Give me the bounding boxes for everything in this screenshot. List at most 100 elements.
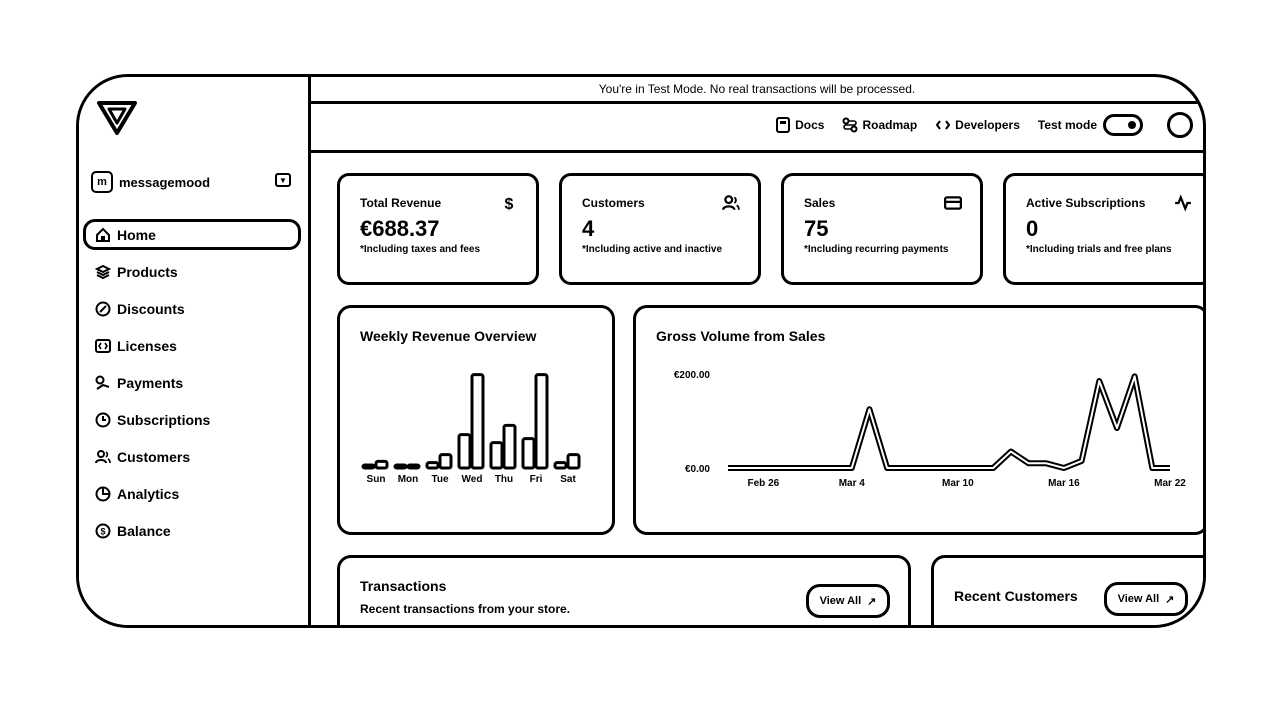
users-icon bbox=[94, 448, 112, 466]
developers-label: Developers bbox=[955, 118, 1020, 132]
sidebar-item-label: Analytics bbox=[117, 485, 180, 502]
sidebar-item-label: Home bbox=[117, 226, 156, 243]
view-all-label: View All bbox=[819, 595, 862, 607]
stat-value: 75 bbox=[804, 216, 829, 241]
stat-note: *Including active and inactive bbox=[582, 244, 723, 255]
route-icon bbox=[842, 117, 858, 133]
bar-fri-0 bbox=[521, 437, 536, 470]
sidebar-item-discounts[interactable]: Discounts bbox=[83, 293, 301, 324]
chevron-down-icon[interactable]: ▼ bbox=[275, 173, 291, 187]
bar-mon-0 bbox=[393, 463, 408, 470]
weekly-revenue-panel: Weekly Revenue Overview Sun Mon Tue Wed Thu F… bbox=[337, 305, 615, 535]
org-name: messagemood bbox=[119, 174, 211, 190]
stat-note: *Including trials and free plans bbox=[1026, 244, 1172, 255]
org-avatar: m bbox=[91, 171, 113, 193]
roadmap-label: Roadmap bbox=[862, 118, 918, 132]
gross-volume-chart: €200.00 €0.00 Feb 26 Mar 4 Mar 10 Mar 16 Mar 2… bbox=[674, 370, 1186, 489]
sidebar-item-licenses[interactable]: Licenses bbox=[83, 330, 301, 361]
dollar-icon: $ bbox=[505, 196, 514, 212]
recent-customers-view-all-button[interactable]: View All ↗ bbox=[1104, 582, 1188, 616]
app-window: m messagemood ▼ Home Products Discounts … bbox=[76, 74, 1206, 628]
percent-badge-icon bbox=[94, 300, 112, 318]
stat-label: Total Revenue bbox=[360, 196, 442, 210]
bar-sun-0 bbox=[361, 463, 376, 470]
bar-thu-0 bbox=[489, 441, 504, 470]
bar-sun-1 bbox=[374, 459, 389, 470]
test-mode-label: Test mode bbox=[1037, 118, 1097, 132]
x-tick-label: Mar 22 bbox=[1154, 478, 1186, 489]
bar-wed-0 bbox=[457, 433, 472, 470]
bar-wed-1 bbox=[470, 373, 485, 470]
y-tick-label: €200.00 bbox=[674, 370, 711, 381]
panel-title: Transactions bbox=[360, 578, 447, 594]
x-tick-label: Sat bbox=[560, 474, 576, 485]
stat-label: Active Subscriptions bbox=[1026, 196, 1146, 210]
bar-sat-0 bbox=[553, 461, 568, 470]
stat-card-total-revenue: Total Revenue $ €688.37 *Including taxes… bbox=[337, 173, 539, 285]
bar-thu-1 bbox=[502, 423, 517, 470]
docs-label: Docs bbox=[795, 118, 825, 132]
x-tick-label: Thu bbox=[495, 474, 513, 485]
x-tick-label: Sun bbox=[367, 474, 386, 485]
x-tick-label: Fri bbox=[530, 474, 543, 485]
panel-title: Weekly Revenue Overview bbox=[360, 328, 537, 344]
stat-note: *Including recurring payments bbox=[804, 244, 949, 255]
sidebar-item-label: Products bbox=[117, 263, 178, 280]
x-tick-label: Tue bbox=[431, 474, 448, 485]
x-tick-label: Mar 10 bbox=[942, 478, 974, 489]
arrow-up-right-icon: ↗ bbox=[867, 595, 877, 608]
users-icon bbox=[722, 195, 740, 211]
clock-icon bbox=[94, 411, 112, 429]
arrow-up-right-icon: ↗ bbox=[1165, 593, 1175, 606]
y-tick-label: €0.00 bbox=[685, 464, 710, 475]
x-tick-label: Mar 16 bbox=[1048, 478, 1080, 489]
sidebar-item-label: Subscriptions bbox=[117, 411, 211, 428]
card-icon bbox=[944, 196, 962, 210]
stat-card-sales: Sales 75 *Including recurring payments bbox=[781, 173, 983, 285]
dollar-circle-icon: $ bbox=[94, 522, 112, 540]
sidebar-item-customers[interactable]: Customers bbox=[83, 441, 301, 472]
code-icon bbox=[94, 337, 112, 355]
developers-link[interactable]: Developers bbox=[935, 117, 1020, 133]
gross-volume-panel: Gross Volume from Sales €200.00 €0.00 Feb … bbox=[633, 305, 1203, 535]
pie-chart-icon bbox=[94, 485, 112, 503]
layers-icon bbox=[94, 263, 112, 281]
sidebar-item-products[interactable]: Products bbox=[83, 256, 301, 287]
top-nav: Docs Roadmap Developers Test mode bbox=[311, 104, 1203, 153]
svg-text:$: $ bbox=[505, 196, 514, 212]
stat-card-customers: Customers 4 *Including active and inacti… bbox=[559, 173, 761, 285]
stat-note: *Including taxes and fees bbox=[360, 244, 481, 255]
transactions-view-all-button[interactable]: View All ↗ bbox=[806, 584, 890, 618]
home-icon bbox=[94, 226, 112, 244]
sidebar-item-payments[interactable]: Payments bbox=[83, 367, 301, 398]
bar-tue-1 bbox=[438, 453, 453, 470]
main-content: You're in Test Mode. No real transaction… bbox=[311, 77, 1203, 625]
sidebar-item-analytics[interactable]: Analytics bbox=[83, 478, 301, 509]
payments-icon bbox=[94, 374, 112, 392]
view-all-label: View All bbox=[1117, 593, 1160, 605]
logo-icon[interactable] bbox=[95, 97, 139, 137]
sidebar-item-subscriptions[interactable]: Subscriptions bbox=[83, 404, 301, 435]
roadmap-link[interactable]: Roadmap bbox=[842, 117, 917, 133]
stat-label: Sales bbox=[804, 196, 836, 210]
transactions-panel: Transactions Recent transactions from yo… bbox=[337, 555, 911, 625]
weekly-revenue-chart: Sun Mon Tue Wed Thu Fri Sat bbox=[361, 373, 581, 485]
stat-value: €688.37 bbox=[360, 216, 440, 241]
x-tick-label: Mar 4 bbox=[839, 478, 866, 489]
bar-mon-1 bbox=[406, 463, 421, 470]
sidebar-item-home[interactable]: Home bbox=[83, 219, 301, 250]
user-avatar[interactable] bbox=[1167, 112, 1193, 138]
code-icon bbox=[935, 120, 951, 130]
test-mode-toggle[interactable] bbox=[1103, 114, 1143, 136]
sidebar-item-balance[interactable]: $ Balance bbox=[83, 515, 301, 546]
stat-card-active-subscriptions: Active Subscriptions 0 *Including trials… bbox=[1003, 173, 1203, 285]
sidebar-item-label: Customers bbox=[117, 448, 191, 465]
sidebar-item-label: Balance bbox=[117, 522, 171, 539]
stat-value: 0 bbox=[1026, 216, 1039, 241]
x-tick-label: Mon bbox=[398, 474, 419, 485]
stat-value: 4 bbox=[582, 216, 595, 241]
bar-fri-1 bbox=[534, 373, 549, 470]
org-switcher[interactable]: m messagemood ▼ bbox=[91, 169, 291, 195]
docs-link[interactable]: Docs bbox=[775, 117, 824, 133]
panel-subtitle: Recent transactions from your store. bbox=[360, 602, 571, 616]
